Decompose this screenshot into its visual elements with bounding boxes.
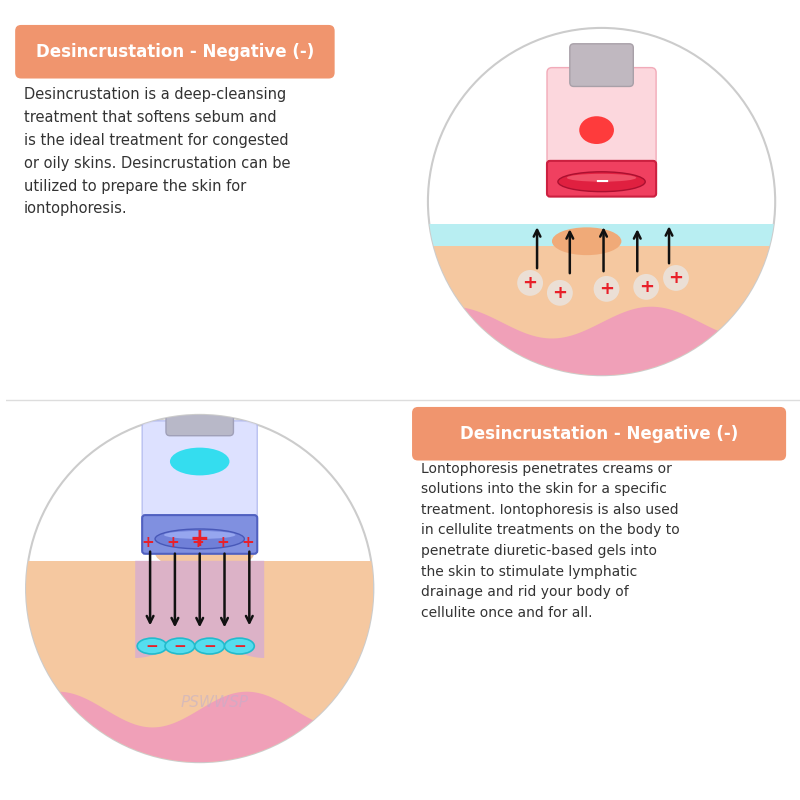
Text: −: − xyxy=(174,638,186,654)
Text: Desincrustation - Negative (-): Desincrustation - Negative (-) xyxy=(460,425,738,442)
Circle shape xyxy=(518,270,543,296)
Text: +: + xyxy=(522,274,538,292)
Text: +: + xyxy=(190,527,210,551)
Polygon shape xyxy=(428,246,775,375)
Ellipse shape xyxy=(194,638,225,654)
Text: +: + xyxy=(216,535,229,550)
Text: +: + xyxy=(638,278,654,296)
Ellipse shape xyxy=(567,174,636,182)
Polygon shape xyxy=(428,306,775,380)
FancyBboxPatch shape xyxy=(547,161,656,197)
FancyBboxPatch shape xyxy=(547,68,656,177)
Ellipse shape xyxy=(155,529,244,549)
Text: +: + xyxy=(191,535,204,550)
Text: PSWWSP: PSWWSP xyxy=(181,695,249,710)
Polygon shape xyxy=(135,561,264,658)
Text: +: + xyxy=(599,280,614,298)
Bar xyxy=(428,224,775,246)
Ellipse shape xyxy=(164,531,235,539)
Text: +: + xyxy=(241,535,254,550)
Text: Desincrustation - Negative (-): Desincrustation - Negative (-) xyxy=(36,42,314,61)
FancyBboxPatch shape xyxy=(570,44,634,86)
FancyBboxPatch shape xyxy=(142,421,258,527)
Ellipse shape xyxy=(165,638,194,654)
Polygon shape xyxy=(26,561,374,762)
Ellipse shape xyxy=(552,227,622,255)
Text: +: + xyxy=(166,535,179,550)
Circle shape xyxy=(634,274,659,300)
Circle shape xyxy=(547,280,573,306)
Ellipse shape xyxy=(579,116,614,144)
Circle shape xyxy=(26,415,374,762)
Text: Lontophoresis penetrates creams or
solutions into the skin for a specific
treatm: Lontophoresis penetrates creams or solut… xyxy=(421,462,680,620)
FancyBboxPatch shape xyxy=(166,396,234,436)
Circle shape xyxy=(663,265,689,291)
Circle shape xyxy=(428,28,775,375)
Text: Desincrustation is a deep-cleansing
treatment that softens sebum and
is the idea: Desincrustation is a deep-cleansing trea… xyxy=(24,87,290,217)
FancyBboxPatch shape xyxy=(142,515,258,554)
Text: +: + xyxy=(669,269,683,287)
Text: +: + xyxy=(142,535,154,550)
Text: −: − xyxy=(203,638,216,654)
Circle shape xyxy=(594,276,619,302)
Ellipse shape xyxy=(155,535,254,570)
FancyBboxPatch shape xyxy=(412,407,786,461)
Text: −: − xyxy=(233,638,246,654)
FancyBboxPatch shape xyxy=(15,25,334,78)
Ellipse shape xyxy=(170,448,230,475)
Ellipse shape xyxy=(137,638,167,654)
Text: −: − xyxy=(594,173,609,190)
Text: +: + xyxy=(552,284,567,302)
Polygon shape xyxy=(26,692,374,767)
Text: −: − xyxy=(146,638,158,654)
Ellipse shape xyxy=(558,172,646,192)
Ellipse shape xyxy=(225,638,254,654)
